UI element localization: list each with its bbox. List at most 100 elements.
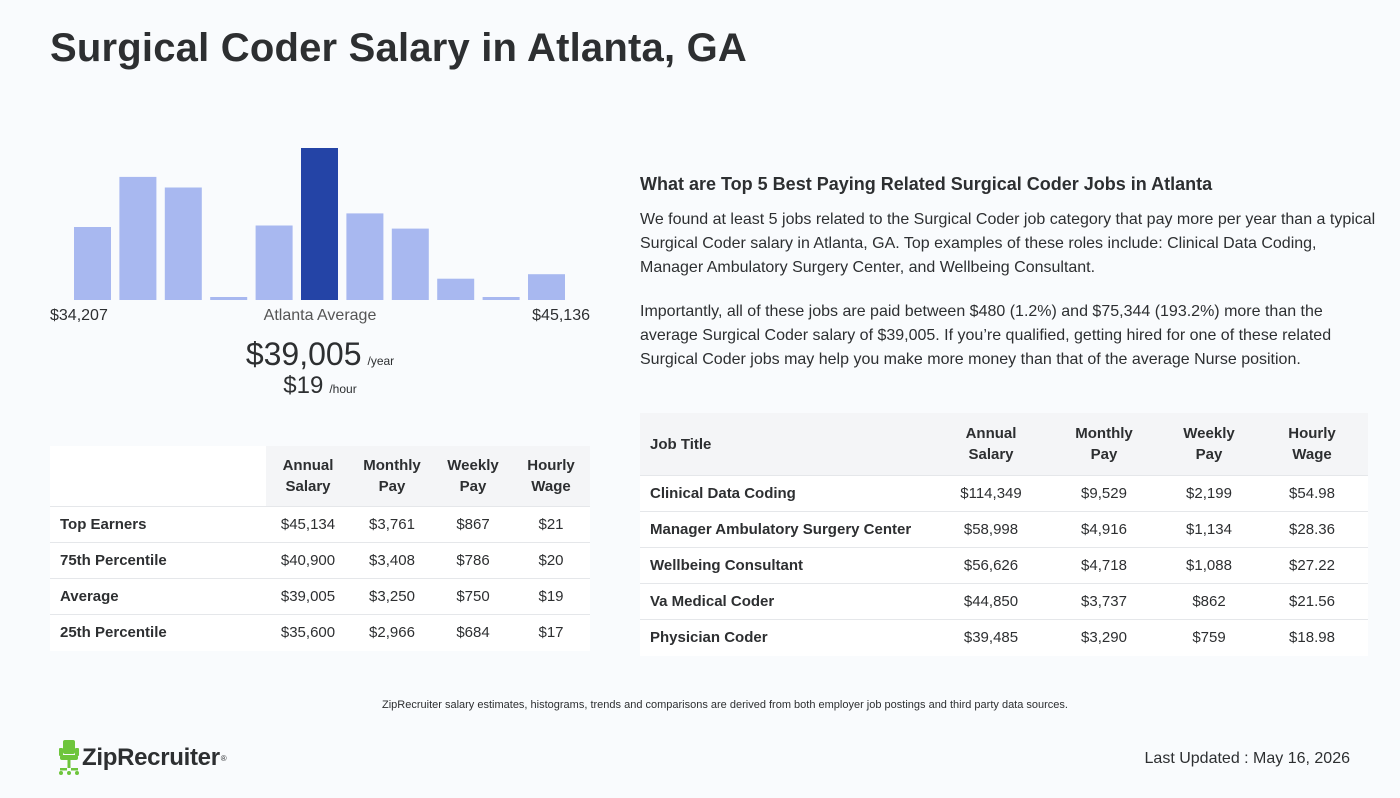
average-yearly-value: $39,005 — [245, 336, 362, 372]
histogram-bar — [210, 297, 248, 300]
average-yearly: $39,005/year — [50, 336, 590, 373]
table-row: Manager Ambulatory Surgery Center $58,99… — [640, 511, 1368, 548]
percentile-table: Annual Salary Monthly Pay Weekly Pay Hourly… — [50, 446, 590, 651]
header-monthly-pay: Monthly Pay — [1046, 413, 1162, 476]
header-monthly-pay: Monthly Pay — [350, 446, 434, 507]
histogram-bar — [391, 228, 429, 300]
cell-hourly: $21 — [512, 506, 590, 543]
histogram-max-label: $45,136 — [532, 307, 590, 324]
average-yearly-unit: /year — [367, 354, 395, 368]
cell-hourly: $20 — [512, 542, 590, 579]
cell-hourly: $17 — [512, 614, 590, 651]
table-row: Wellbeing Consultant $56,626 $4,718 $1,0… — [640, 547, 1368, 584]
header-annual-salary: Annual Salary — [936, 413, 1046, 476]
cell-monthly: $4,916 — [1046, 511, 1162, 548]
histogram-bar — [437, 278, 475, 300]
row-label: Average — [50, 578, 266, 615]
logo-text: ZipRecruiter — [82, 744, 220, 771]
cell-monthly: $4,718 — [1046, 547, 1162, 584]
job-title: Wellbeing Consultant — [640, 547, 936, 584]
cell-annual: $39,005 — [266, 578, 350, 615]
cell-hourly: $19 — [512, 578, 590, 615]
cell-hourly: $54.98 — [1256, 475, 1368, 512]
header-job-title: Job Title — [640, 413, 936, 476]
histogram-bar — [346, 213, 384, 300]
related-jobs-table: Job Title Annual Salary Monthly Pay Weekly… — [640, 413, 1368, 656]
histogram-min-label: $34,207 — [50, 307, 108, 324]
cell-monthly: $3,737 — [1046, 583, 1162, 620]
cell-monthly: $3,250 — [350, 578, 434, 615]
cell-monthly: $3,761 — [350, 506, 434, 543]
header-hourly-wage: Hourly Wage — [512, 446, 590, 507]
table-row: Average $39,005 $3,250 $750 $19 — [50, 578, 590, 615]
histogram-bar — [482, 297, 520, 300]
header-hourly-wage: Hourly Wage — [1256, 413, 1368, 476]
related-jobs-heading: What are Top 5 Best Paying Related Surgi… — [640, 174, 1213, 194]
chair-icon — [59, 740, 79, 775]
cell-weekly: $759 — [1162, 619, 1256, 656]
percentile-table-header: Annual Salary Monthly Pay Weekly Pay Hourly… — [50, 446, 590, 507]
ziprecruiter-logo[interactable]: ZipRecruiter ® — [58, 740, 227, 776]
header-weekly-pay: Weekly Pay — [434, 446, 512, 507]
cell-weekly: $684 — [434, 614, 512, 651]
header-weekly-pay: Weekly Pay — [1162, 413, 1256, 476]
histogram-bar — [528, 274, 565, 300]
row-label: 25th Percentile — [50, 614, 266, 651]
cell-weekly: $2,199 — [1162, 475, 1256, 512]
cell-weekly: $786 — [434, 542, 512, 579]
histogram-center-label: Atlanta Average — [263, 307, 377, 324]
cell-monthly: $2,966 — [350, 614, 434, 651]
cell-hourly: $28.36 — [1256, 511, 1368, 548]
cell-weekly: $862 — [1162, 583, 1256, 620]
cell-annual: $45,134 — [266, 506, 350, 543]
cell-hourly: $27.22 — [1256, 547, 1368, 584]
row-label: 75th Percentile — [50, 542, 266, 579]
table-row: Va Medical Coder $44,850 $3,737 $862 $21… — [640, 583, 1368, 620]
cell-weekly: $750 — [434, 578, 512, 615]
data-source-disclaimer: ZipRecruiter salary estimates, histogram… — [382, 699, 1068, 711]
related-jobs-paragraph-1: We found at least 5 jobs related to the … — [640, 211, 1376, 276]
header-annual-salary: Annual Salary — [266, 446, 350, 507]
cell-annual: $35,600 — [266, 614, 350, 651]
cell-annual: $56,626 — [936, 547, 1046, 584]
histogram-bar — [164, 187, 202, 300]
job-title: Clinical Data Coding — [640, 475, 936, 512]
job-title: Physician Coder — [640, 619, 936, 656]
histogram-chart — [74, 148, 565, 300]
page-title: Surgical Coder Salary in Atlanta, GA — [50, 26, 748, 70]
cell-annual: $114,349 — [936, 475, 1046, 512]
average-hourly: $19/hour — [50, 372, 590, 400]
jobs-table-header: Job Title Annual Salary Monthly Pay Weekly… — [640, 413, 1368, 476]
job-title: Manager Ambulatory Surgery Center — [640, 511, 936, 548]
job-title: Va Medical Coder — [640, 583, 936, 620]
histogram-bar — [255, 225, 293, 300]
cell-weekly: $1,088 — [1162, 547, 1256, 584]
cell-weekly: $867 — [434, 506, 512, 543]
cell-hourly: $18.98 — [1256, 619, 1368, 656]
histogram-bar — [119, 176, 157, 300]
histogram-bar-average — [301, 148, 338, 300]
cell-annual: $40,900 — [266, 542, 350, 579]
cell-monthly: $3,290 — [1046, 619, 1162, 656]
salary-histogram — [50, 140, 590, 300]
table-row: 25th Percentile $35,600 $2,966 $684 $17 — [50, 614, 590, 651]
header-blank — [50, 446, 266, 507]
table-row: 75th Percentile $40,900 $3,408 $786 $20 — [50, 542, 590, 579]
cell-annual: $58,998 — [936, 511, 1046, 548]
row-label: Top Earners — [50, 506, 266, 543]
logo-registered-mark: ® — [220, 753, 227, 763]
average-hourly-unit: /hour — [329, 382, 357, 396]
histogram-bar — [74, 227, 111, 300]
related-jobs-paragraph-2: Importantly, all of these jobs are paid … — [640, 303, 1332, 368]
average-hourly-value: $19 — [283, 372, 324, 399]
cell-annual: $39,485 — [936, 619, 1046, 656]
cell-monthly: $3,408 — [350, 542, 434, 579]
cell-annual: $44,850 — [936, 583, 1046, 620]
table-row: Physician Coder $39,485 $3,290 $759 $18.… — [640, 619, 1368, 656]
cell-hourly: $21.56 — [1256, 583, 1368, 620]
cell-weekly: $1,134 — [1162, 511, 1256, 548]
table-row: Top Earners $45,134 $3,761 $867 $21 — [50, 506, 590, 543]
last-updated: Last Updated : May 16, 2026 — [1144, 750, 1350, 767]
cell-monthly: $9,529 — [1046, 475, 1162, 512]
